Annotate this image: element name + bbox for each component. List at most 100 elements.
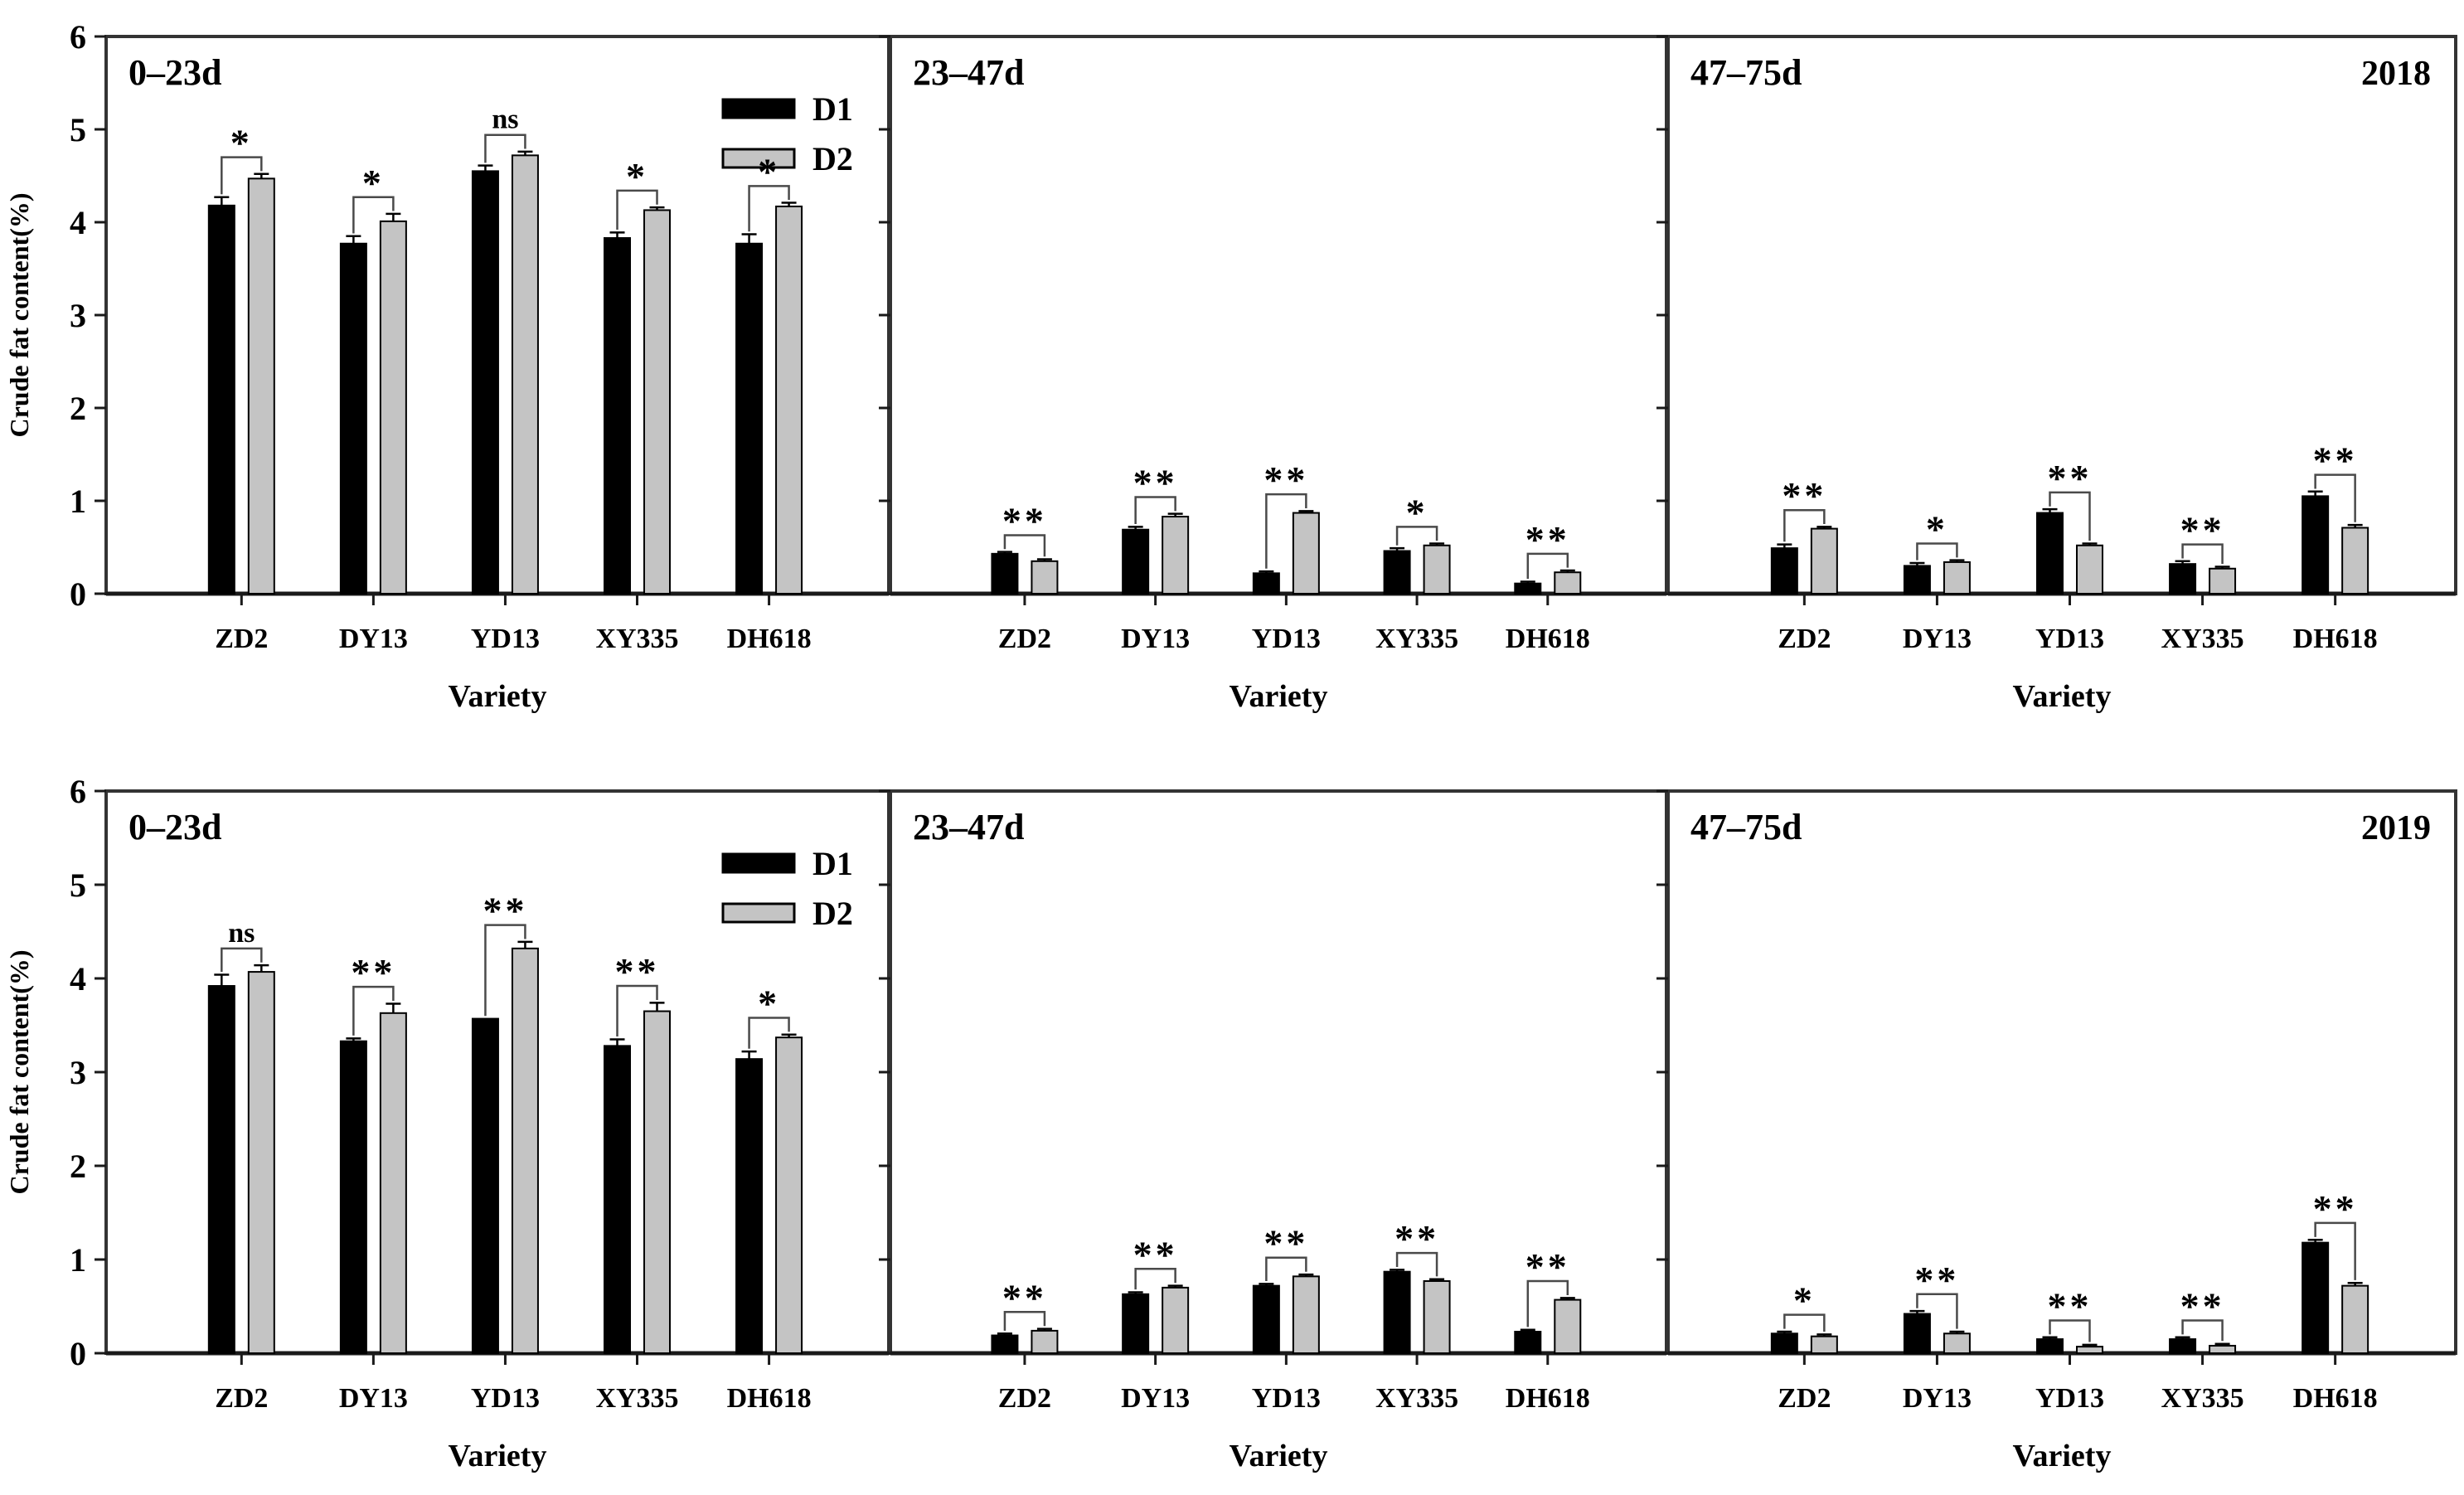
sig-bracket <box>2049 1319 2091 1342</box>
y-tick-label: 6 <box>70 773 86 810</box>
sig-bracket <box>2181 543 2224 565</box>
category-label-zd2: ZD2 <box>215 624 268 654</box>
sig-label-stars: * <box>758 982 780 1024</box>
bar-d1-xy335 <box>604 1045 632 1354</box>
category-label-yd13: YD13 <box>2035 1383 2104 1414</box>
sig-bracket <box>1003 1311 1046 1331</box>
bar-d1-xy335 <box>1383 1270 1411 1354</box>
bar-d1-dh618 <box>1514 1331 1542 1355</box>
sig-bracket <box>1783 508 1826 542</box>
sig-label-stars: * <box>362 162 385 204</box>
sig-bracket <box>748 1017 790 1049</box>
sig-bracket <box>1003 534 1046 557</box>
sig-label-stars: * <box>626 155 648 197</box>
bar-d2-xy335 <box>2209 1344 2237 1354</box>
bar-d2-dh618 <box>775 205 803 595</box>
y-tick-label: 5 <box>70 111 86 148</box>
sig-label-stars: ** <box>351 951 395 993</box>
bar-d2-xy335 <box>643 1010 672 1355</box>
bar-d2-zd2 <box>1031 1329 1059 1355</box>
category-label-yd13: YD13 <box>471 1383 540 1414</box>
bar-d2-xy335 <box>1423 544 1451 595</box>
category-label-dh618: DH618 <box>1506 624 1590 654</box>
sig-label-stars: ** <box>1525 518 1570 561</box>
bar-d1-dy13 <box>1122 528 1150 595</box>
sig-label-stars: ** <box>1133 462 1178 504</box>
sig-label-stars: ** <box>1394 1217 1439 1260</box>
sig-label-ns: ns <box>492 104 518 135</box>
sig-bracket <box>1395 1251 1438 1277</box>
sig-bracket <box>352 985 395 1036</box>
y-axis-title: Crude fat content(%) <box>4 192 34 437</box>
sig-label-stars: ** <box>1914 1259 1959 1301</box>
category-label-zd2: ZD2 <box>998 1383 1051 1414</box>
sig-label-stars: * <box>758 150 780 192</box>
category-label-xy335: XY335 <box>595 624 678 654</box>
bar-d2-zd2 <box>1031 560 1059 595</box>
legend-label-d2: D2 <box>812 895 853 932</box>
y-tick-label: 4 <box>70 960 86 997</box>
sig-bracket <box>2049 491 2091 541</box>
panel-title: 23–47d <box>913 807 1024 847</box>
bar-d2-dh618 <box>775 1036 803 1354</box>
category-label-dh618: DH618 <box>1506 1383 1590 1414</box>
legend-swatch-d2 <box>721 902 796 924</box>
bar-d2-yd13 <box>1292 1275 1320 1354</box>
category-label-zd2: ZD2 <box>1778 624 1831 654</box>
sig-bracket <box>1526 552 1569 580</box>
sig-bracket <box>2314 473 2356 522</box>
sig-label-stars: ** <box>1264 459 1308 501</box>
panel-title: 0–23d <box>129 52 221 93</box>
sig-bracket <box>1916 1293 1958 1329</box>
sig-label-stars: ** <box>2048 1284 2093 1327</box>
sig-bracket <box>1134 496 1176 524</box>
category-label-dy13: DY13 <box>1903 624 1972 654</box>
bar-d2-xy335 <box>1423 1279 1451 1354</box>
panel-frame <box>889 789 1668 1355</box>
bar-d1-xy335 <box>2169 1338 2197 1355</box>
panel-title: 23–47d <box>913 52 1024 93</box>
category-label-zd2: ZD2 <box>1778 1383 1831 1414</box>
year-label: 2019 <box>2361 809 2431 847</box>
bar-d2-dh618 <box>2341 527 2369 595</box>
bar-d1-zd2 <box>207 204 235 595</box>
sig-label-stars: * <box>230 122 253 164</box>
category-label-xy335: XY335 <box>2161 624 2244 654</box>
bar-d2-yd13 <box>2076 1346 2103 1354</box>
bar-d1-yd13 <box>1252 1284 1280 1355</box>
bar-d2-dy13 <box>1162 516 1190 595</box>
category-label-dy13: DY13 <box>1903 1383 1972 1414</box>
bar-d2-dh618 <box>1554 1298 1582 1354</box>
legend-label-d1: D1 <box>812 845 853 882</box>
legend-label-d1: D1 <box>812 90 853 128</box>
sig-label-ns: ns <box>228 918 255 949</box>
sig-label-stars: ** <box>1264 1222 1308 1264</box>
x-axis-title: Variety <box>449 1439 547 1473</box>
bar-d1-yd13 <box>471 1017 499 1354</box>
sig-label-stars: ** <box>483 890 527 932</box>
bar-d2-zd2 <box>247 177 275 595</box>
sig-label-stars: ** <box>1133 1233 1178 1275</box>
category-label-yd13: YD13 <box>1252 624 1321 654</box>
category-label-xy335: XY335 <box>1375 1383 1458 1414</box>
x-axis-title: Variety <box>1230 1439 1328 1473</box>
category-label-dy13: DY13 <box>1121 1383 1190 1414</box>
category-label-xy335: XY335 <box>2161 1383 2244 1414</box>
bar-d2-yd13 <box>511 154 539 595</box>
bar-d2-dh618 <box>1554 571 1582 595</box>
bar-d1-dy13 <box>1903 1313 1931 1355</box>
bar-d2-zd2 <box>1810 527 1838 595</box>
sig-bracket <box>352 196 395 234</box>
bar-d1-yd13 <box>1252 572 1280 595</box>
sig-bracket <box>1265 493 1307 569</box>
y-axis-title: Crude fat content(%) <box>4 949 34 1194</box>
legend-swatch-d2 <box>721 148 796 169</box>
bar-d2-xy335 <box>643 209 672 595</box>
sig-label-stars: ** <box>2048 457 2093 499</box>
sig-label-stars: * <box>1406 491 1428 533</box>
category-label-dy13: DY13 <box>339 624 408 654</box>
y-tick-label: 1 <box>70 483 86 520</box>
bar-d2-yd13 <box>511 947 539 1354</box>
category-label-dh618: DH618 <box>2293 1383 2378 1414</box>
